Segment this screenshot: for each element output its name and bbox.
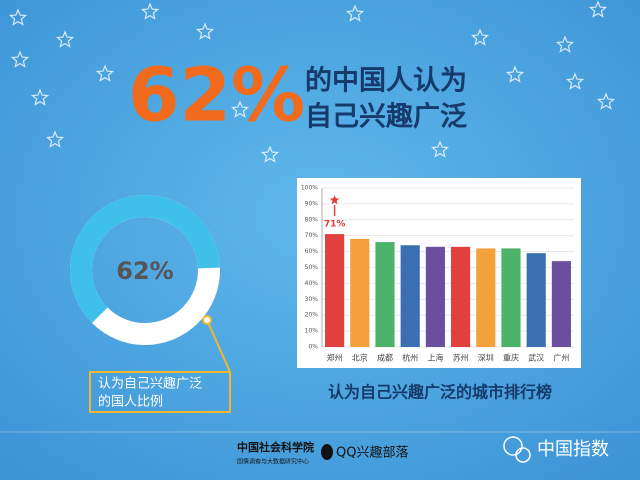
y-tick-label: 40% [305, 280, 319, 287]
headline-number: 62% [128, 53, 305, 139]
x-tick-label: 北京 [352, 353, 368, 363]
bar [325, 234, 345, 347]
star [195, 22, 215, 40]
bar [451, 246, 471, 347]
y-tick-label: 0% [308, 344, 318, 351]
x-tick-label: 成都 [377, 353, 393, 363]
callout-frame [89, 319, 231, 413]
y-tick-label: 100% [301, 185, 318, 192]
x-tick-label: 郑州 [327, 353, 343, 363]
bar [501, 248, 521, 347]
callout-text: 认为自己兴趣广泛 [98, 377, 202, 392]
star [30, 88, 50, 106]
star [555, 35, 575, 53]
x-tick-label: 上海 [427, 353, 443, 363]
wechat-logo [503, 436, 523, 456]
star [565, 72, 585, 90]
callout: 认为自己兴趣广泛 的国人比例 [89, 315, 231, 413]
stars [8, 0, 616, 163]
y-tick-label: 60% [305, 248, 319, 255]
x-tick-label: 杭州 [402, 353, 418, 363]
donut-label: 62% [116, 257, 173, 285]
y-tick-label: 70% [305, 232, 319, 239]
x-tick-label: 重庆 [503, 353, 519, 363]
y-tick-label: 20% [305, 312, 319, 319]
y-tick-label: 50% [305, 264, 319, 271]
star [55, 30, 75, 48]
bar [400, 245, 420, 347]
bar-title: 认为自己兴趣广泛的城市排行榜 [328, 383, 552, 402]
x-tick-label: 广州 [553, 353, 569, 363]
footer-org-sub: 国情调查与大数据研究中心 [237, 458, 309, 466]
footer-brand: 中国指数 [537, 439, 609, 460]
bar [476, 248, 496, 347]
bar [375, 242, 395, 347]
star [430, 140, 450, 158]
y-tick-label: 30% [305, 296, 319, 303]
footer-qq: QQ兴趣部落 [336, 446, 408, 461]
value-label: 71% [324, 220, 346, 230]
bar [526, 253, 546, 347]
donut-arc [70, 195, 220, 324]
star [45, 130, 65, 148]
star [8, 8, 28, 26]
y-tick-label: 80% [305, 216, 319, 223]
y-tick-label: 10% [305, 328, 319, 335]
callout-dot [202, 315, 212, 325]
bar-marker [329, 195, 340, 205]
headline-line: 自己兴趣广泛 [305, 101, 467, 133]
star [230, 100, 250, 118]
x-tick-label: 深圳 [478, 353, 494, 363]
headline-line: 的中国人认为 [305, 65, 467, 97]
bar [425, 246, 445, 347]
x-tick-label: 武汉 [528, 353, 544, 363]
wechat-logo [515, 447, 531, 463]
star [588, 0, 608, 18]
star [10, 50, 30, 68]
star [345, 4, 365, 22]
y-tick-label: 90% [305, 200, 319, 207]
callout-text: 的国人比例 [98, 394, 163, 410]
footer-org: 中国社会科学院 [237, 440, 314, 454]
star [95, 64, 115, 82]
qq-logo [321, 444, 333, 460]
x-tick-label: 苏州 [453, 353, 469, 363]
star [470, 28, 490, 46]
star [260, 145, 280, 163]
bar [551, 261, 571, 347]
star [505, 65, 525, 83]
bar [350, 238, 370, 347]
star [596, 92, 616, 110]
star [140, 2, 160, 20]
